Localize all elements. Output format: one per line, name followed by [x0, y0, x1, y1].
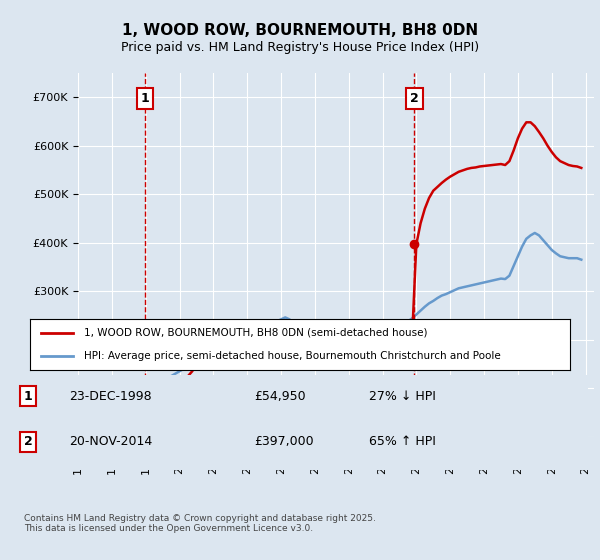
- Text: Contains HM Land Registry data © Crown copyright and database right 2025.
This d: Contains HM Land Registry data © Crown c…: [24, 514, 376, 533]
- Text: 1: 1: [141, 92, 150, 105]
- Text: 27% ↓ HPI: 27% ↓ HPI: [369, 390, 436, 403]
- Text: 1, WOOD ROW, BOURNEMOUTH, BH8 0DN: 1, WOOD ROW, BOURNEMOUTH, BH8 0DN: [122, 24, 478, 38]
- Text: 20-NOV-2014: 20-NOV-2014: [70, 435, 153, 449]
- Text: 65% ↑ HPI: 65% ↑ HPI: [369, 435, 436, 449]
- Text: 23-DEC-1998: 23-DEC-1998: [70, 390, 152, 403]
- Text: HPI: Average price, semi-detached house, Bournemouth Christchurch and Poole: HPI: Average price, semi-detached house,…: [84, 351, 501, 361]
- Text: 2: 2: [410, 92, 419, 105]
- Text: 2: 2: [23, 435, 32, 449]
- Text: 1, WOOD ROW, BOURNEMOUTH, BH8 0DN (semi-detached house): 1, WOOD ROW, BOURNEMOUTH, BH8 0DN (semi-…: [84, 328, 427, 338]
- Text: Price paid vs. HM Land Registry's House Price Index (HPI): Price paid vs. HM Land Registry's House …: [121, 41, 479, 54]
- Text: 1: 1: [23, 390, 32, 403]
- Text: £397,000: £397,000: [254, 435, 314, 449]
- Text: £54,950: £54,950: [254, 390, 305, 403]
